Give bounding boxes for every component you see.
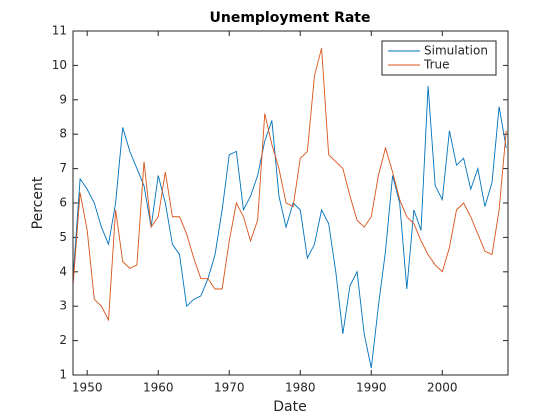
series-line	[72, 48, 507, 322]
y-tick-label: 11	[52, 24, 67, 38]
x-tick-label: 1980	[285, 381, 316, 395]
x-tick-label: 1990	[356, 381, 387, 395]
x-tick-label: 2000	[427, 381, 458, 395]
y-tick-label: 5	[59, 230, 67, 244]
x-axis-label: Date	[273, 399, 306, 415]
y-tick-label: 3	[59, 299, 67, 313]
x-tick-label: 1960	[143, 381, 174, 395]
axes-box	[72, 30, 509, 376]
legend-box	[381, 40, 497, 76]
legend-label: Simulation	[424, 44, 488, 58]
y-tick-label: 2	[59, 333, 67, 347]
y-tick-label: 7	[59, 161, 67, 175]
y-tick-label: 10	[52, 58, 67, 72]
series-line	[72, 86, 507, 369]
y-tick-label: 8	[59, 127, 67, 141]
y-tick-label: 9	[59, 92, 67, 106]
x-tick-label: 1970	[214, 381, 245, 395]
y-tick-label: 6	[59, 196, 67, 210]
chart-title: Unemployment Rate	[209, 10, 370, 26]
y-axis-label: Percent	[30, 176, 46, 229]
legend-label: True	[423, 58, 450, 72]
y-tick-label: 1	[59, 368, 67, 382]
x-tick-label: 1950	[72, 381, 103, 395]
y-tick-label: 4	[59, 264, 67, 278]
